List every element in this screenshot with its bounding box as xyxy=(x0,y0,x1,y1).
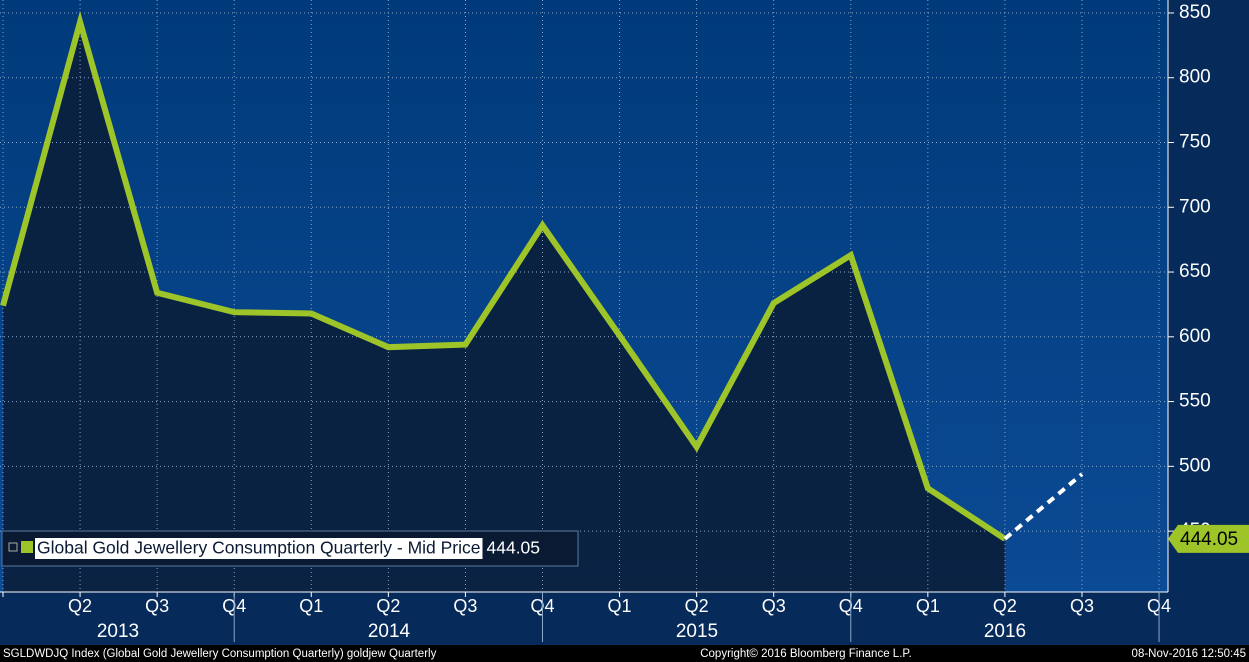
series-line xyxy=(0,10,1007,542)
x-tick-label: Q2 xyxy=(68,596,92,616)
x-tick-label: Q1 xyxy=(608,596,632,616)
last-value-callout xyxy=(1168,524,1249,553)
year-label: 2014 xyxy=(368,621,411,642)
y-tick-label: 750 xyxy=(1179,132,1211,153)
forecast-line xyxy=(1003,472,1084,541)
last-value-label: 444.05 xyxy=(1180,529,1238,550)
x-tick-label: Q3 xyxy=(453,596,477,616)
year-label: 2016 xyxy=(984,621,1026,642)
area-fill xyxy=(3,22,1005,593)
y-tick-label: 850 xyxy=(1179,2,1211,23)
x-tick-label: Q1 xyxy=(916,596,940,616)
footer-right: 08-Nov-2016 12:50:45 xyxy=(1132,648,1246,660)
y-tick-label: 650 xyxy=(1179,261,1211,282)
footer-center: Copyright© 2016 Bloomberg Finance L.P. xyxy=(700,648,912,660)
y-tick-label: 550 xyxy=(1179,391,1211,412)
legend-label: Global Gold Jewellery Consumption Quarte… xyxy=(37,538,481,558)
y-tick-label: 700 xyxy=(1179,196,1211,217)
footer-left: SGLDWDJQ Index (Global Gold Jewellery Co… xyxy=(3,648,437,660)
legend-toggle xyxy=(8,542,18,552)
year-label: 2013 xyxy=(97,621,139,642)
x-tick-label: Q3 xyxy=(762,596,786,616)
legend-highlight xyxy=(35,538,483,559)
year-label: 2015 xyxy=(676,621,718,642)
x-tick-label: Q2 xyxy=(685,596,709,616)
x-tick-label: Q2 xyxy=(376,596,400,616)
x-tick-label: Q1 xyxy=(299,596,323,616)
x-tick-label: Q3 xyxy=(145,596,169,616)
y-tick-label: 600 xyxy=(1179,326,1211,347)
legend-swatch xyxy=(21,541,33,553)
legend-value: 444.05 xyxy=(487,538,541,558)
y-tick-label: 800 xyxy=(1179,67,1211,88)
x-tick-label: Q2 xyxy=(993,596,1017,616)
y-tick-label: 500 xyxy=(1179,455,1211,476)
footer-bar xyxy=(0,645,1249,662)
x-tick-label: Q3 xyxy=(1070,596,1094,616)
